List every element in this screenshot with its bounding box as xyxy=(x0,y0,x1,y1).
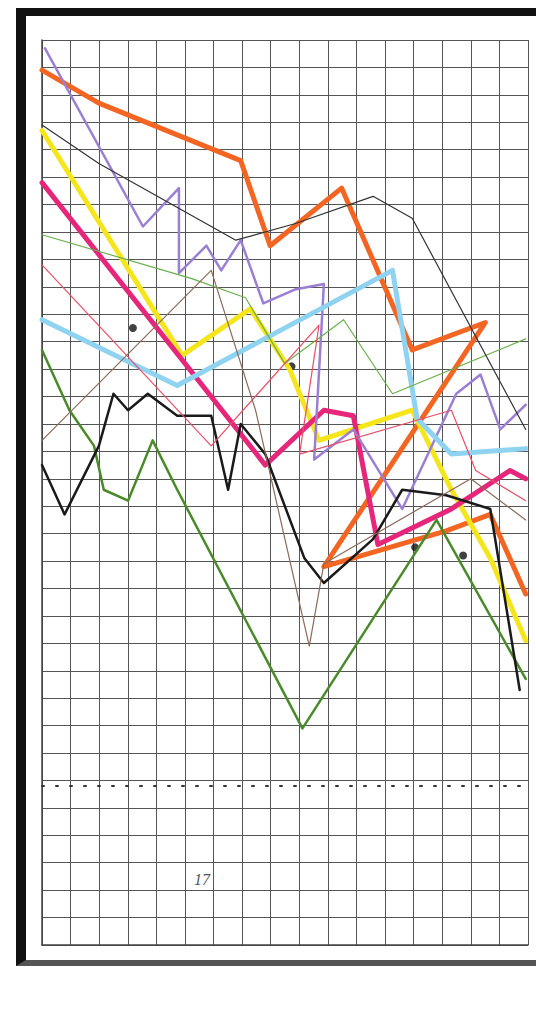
svg-text:17: 17 xyxy=(194,871,211,888)
